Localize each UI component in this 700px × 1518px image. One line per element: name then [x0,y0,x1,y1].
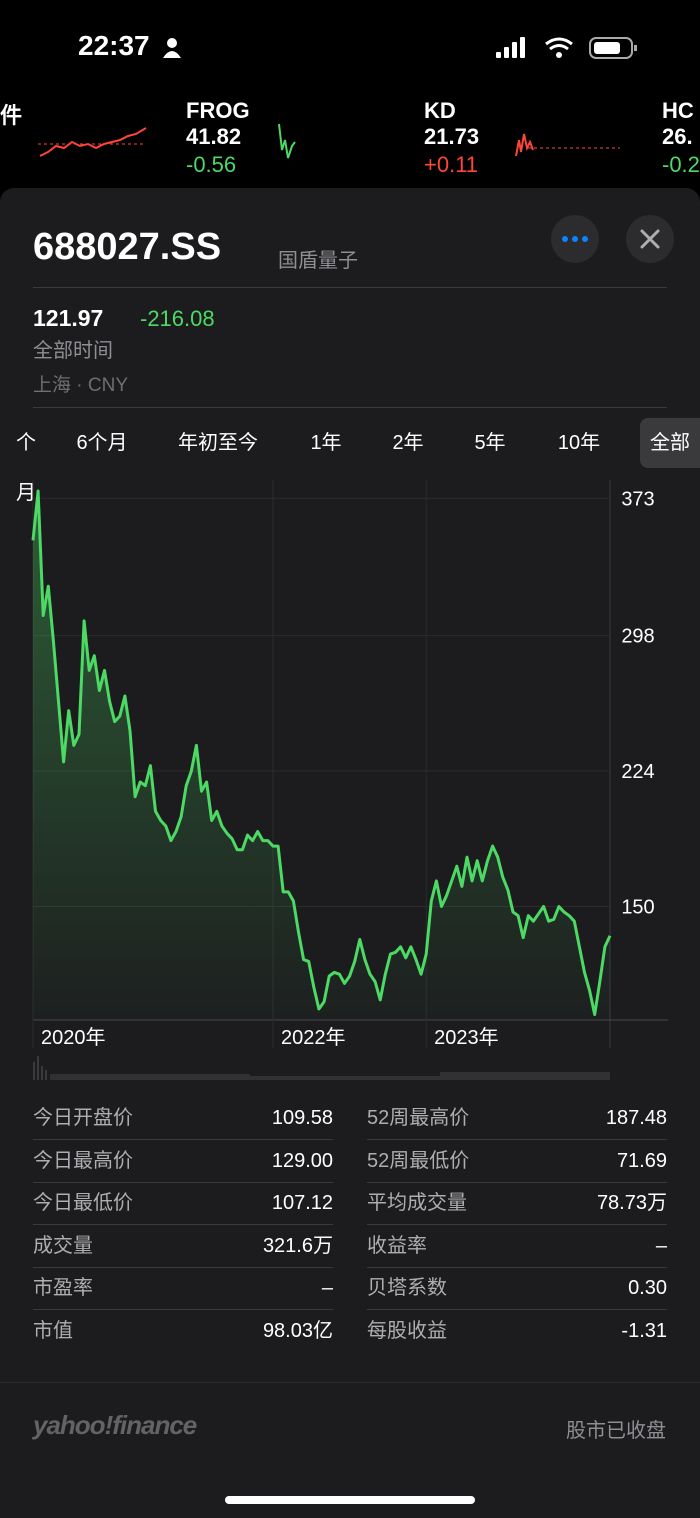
x-tick-label: 2020年 [41,1026,106,1049]
stat-value: 71.69 [616,1149,667,1172]
range-tab[interactable]: 2年 [392,432,424,454]
home-indicator [225,1496,475,1504]
ticker-sparkline [38,127,147,157]
stat-value: -1.31 [621,1319,667,1342]
stock-name: 国盾量子 [278,250,358,272]
ticker-fragment: 件 [0,103,23,128]
yahoo-logo[interactable]: yahoo!finance [33,1410,197,1440]
market-status: 股市已收盘 [566,1420,666,1442]
ticker-sparkline [515,133,620,157]
stat-value: 107.12 [271,1192,333,1214]
stat-label: 收益率 [367,1234,427,1257]
clock: 22:37 [78,30,150,61]
volume-bars [33,1056,610,1080]
price: 121.97 [33,305,104,331]
stat-value: 187.48 [605,1107,667,1129]
range-tab[interactable]: 年初至今 [178,432,258,454]
stat-label: 成交量 [33,1234,93,1257]
price-change: -216.08 [140,306,215,331]
row-separator [33,1224,333,1225]
price-chart: 373 298 224 150 2020年 2022年 2023年 [31,480,668,1080]
row-separator [33,1266,333,1268]
x-tick-label: 2022年 [281,1026,346,1049]
separator [33,287,667,288]
stat-value: 129.00 [271,1149,333,1172]
stock-symbol: 688027.SS [33,226,222,268]
range-tab[interactable]: 1年 [310,432,342,454]
ticker-change: -0.2 [662,152,700,177]
range-tab[interactable]: 5年 [474,432,506,454]
ticker-price: 41.82 [186,124,242,149]
row-separator [367,1224,667,1225]
stat-value: 78.73万 [596,1192,667,1214]
stat-label: 平均成交量 [367,1192,467,1214]
stat-label: 52周最低价 [367,1149,470,1172]
stat-value: – [655,1234,667,1257]
stat-value: – [321,1277,333,1299]
stat-value: 0.30 [628,1277,667,1299]
period-label: 全部时间 [33,340,113,362]
range-tab[interactable]: 个月 [16,432,36,504]
separator [0,1382,700,1383]
ticker-price: 26. [662,124,693,149]
status-icons [496,37,637,59]
more-button[interactable] [550,214,600,264]
stat-label: 今日最高价 [33,1149,133,1172]
y-tick-label: 224 [621,761,654,783]
range-tab[interactable]: 6个月 [76,432,128,454]
stat-label: 今日开盘价 [33,1107,133,1129]
stat-value: 321.6万 [262,1234,333,1257]
stat-label: 市盈率 [33,1277,93,1299]
person-icon [163,38,181,58]
y-tick-label: 373 [621,488,654,510]
y-tick-label: 150 [621,897,654,919]
y-tick-label: 298 [621,626,654,648]
row-separator [33,1139,333,1140]
ticker-change: -0.56 [186,152,237,177]
ticker-symbol[interactable]: FROG [186,98,250,123]
exchange: 上海 · CNY [33,375,129,396]
stat-label: 每股收益 [367,1319,447,1342]
separator [33,407,667,408]
ticker-symbol[interactable]: KD [424,98,456,123]
stat-label: 贝塔系数 [367,1277,447,1299]
price-line [31,489,612,1016]
range-tab-selected[interactable]: 全部 [640,418,700,468]
stat-label: 今日最低价 [33,1192,133,1214]
row-separator [367,1181,667,1183]
row-separator [33,1181,333,1183]
ticker-symbol[interactable]: HC [662,98,694,123]
price-area [33,491,610,1020]
stat-value: 98.03亿 [262,1319,333,1342]
row-separator [367,1266,667,1268]
ticker-sparkline [278,123,296,159]
row-separator [367,1309,667,1310]
stat-value: 109.58 [271,1107,333,1129]
stat-label: 市值 [33,1319,73,1342]
ticker-price: 21.73 [424,124,480,149]
row-separator [367,1139,667,1140]
range-tab[interactable]: 10年 [557,432,601,454]
ticker-change: +0.11 [424,152,479,177]
close-button[interactable] [625,214,675,264]
row-separator [33,1309,333,1310]
stat-label: 52周最高价 [367,1107,470,1129]
x-tick-label: 2023年 [434,1026,499,1049]
